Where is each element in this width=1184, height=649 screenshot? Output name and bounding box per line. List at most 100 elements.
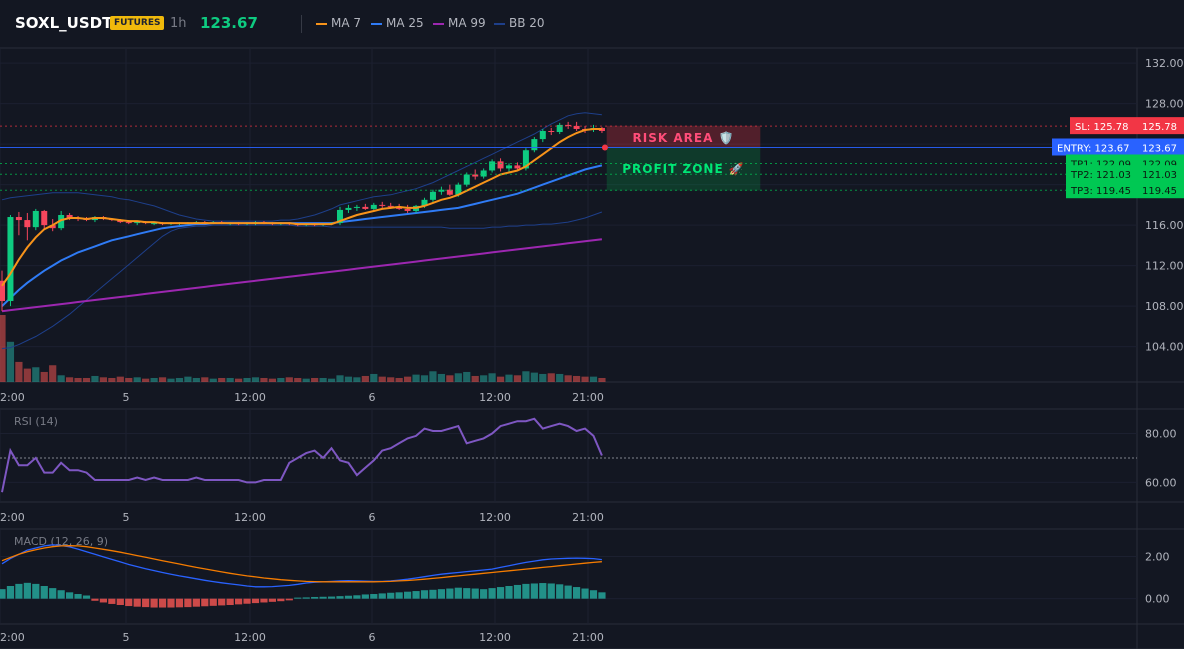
volume-bar bbox=[268, 378, 276, 382]
sl-price-text: 125.78 bbox=[1142, 122, 1177, 133]
entry-tag-text: ENTRY: 123.67 bbox=[1057, 143, 1130, 154]
macd-hist-bar bbox=[268, 598, 276, 602]
futures-badge: FUTURES bbox=[110, 16, 165, 30]
volume-bar bbox=[564, 375, 572, 382]
legend-bb20[interactable]: BB 20 bbox=[494, 16, 545, 30]
volume-bar bbox=[201, 377, 209, 382]
volume-bar bbox=[446, 375, 454, 382]
candle-body bbox=[573, 125, 580, 129]
tp3-price-box bbox=[1138, 181, 1184, 199]
volume-bar bbox=[150, 377, 158, 382]
macd-hist-bar bbox=[226, 598, 234, 605]
macd-hist-bar bbox=[404, 591, 412, 599]
macd-hist-bar bbox=[564, 585, 572, 599]
macd-hist-bar bbox=[57, 590, 65, 599]
volume-bar bbox=[581, 376, 589, 382]
candle-body bbox=[463, 174, 470, 185]
volume-bars bbox=[0, 315, 606, 382]
candle-body bbox=[556, 124, 563, 133]
x-tick-label: 5 bbox=[123, 631, 130, 644]
volume-bar bbox=[66, 377, 74, 382]
candle-body bbox=[497, 161, 504, 169]
macd-hist-bar bbox=[243, 598, 251, 604]
volume-bar bbox=[209, 378, 217, 382]
x-tick-label: 5 bbox=[123, 391, 130, 404]
macd-hist-bar bbox=[6, 586, 15, 599]
price-tick-label: 128.00 bbox=[1145, 98, 1184, 111]
ma99-line bbox=[1, 238, 603, 313]
volume-bar bbox=[522, 371, 530, 382]
x-tick-label: 12:00 bbox=[479, 391, 511, 404]
legend-ma99[interactable]: MA 99 bbox=[433, 16, 486, 30]
volume-bar bbox=[344, 376, 353, 382]
macd-hist-bar bbox=[251, 598, 260, 604]
risk-area-label: RISK AREA 🛡️ bbox=[633, 131, 735, 145]
macd-hist-bar bbox=[167, 598, 175, 608]
legend-ma25[interactable]: MA 25 bbox=[371, 16, 424, 30]
macd-hist-bar bbox=[353, 595, 361, 599]
macd-hist-bar bbox=[598, 592, 606, 599]
volume-bar bbox=[496, 376, 505, 382]
volume-bar bbox=[463, 371, 471, 382]
candle-body bbox=[396, 206, 403, 209]
volume-bar bbox=[91, 375, 99, 382]
chart-header: SOXL_USDT FUTURES 1h 123.67 MA 7 MA 25 M… bbox=[0, 0, 1184, 48]
volume-bar bbox=[589, 376, 598, 382]
candles bbox=[0, 121, 605, 312]
candle-body bbox=[548, 130, 555, 133]
volume-bar bbox=[82, 377, 91, 382]
symbol-name[interactable]: SOXL_USDT bbox=[15, 14, 113, 32]
tp3-level-tag: TP3: 119.45 119.45 bbox=[1066, 181, 1184, 199]
candle-body bbox=[565, 124, 572, 126]
rsi-tick-label: 80.00 bbox=[1145, 427, 1177, 440]
volume-bar bbox=[49, 365, 57, 382]
macd-hist-bar bbox=[522, 583, 530, 599]
volume-bar bbox=[57, 375, 65, 382]
candle-body bbox=[514, 165, 521, 169]
candle-body bbox=[41, 210, 48, 226]
legend-label-ma7: MA 7 bbox=[331, 16, 362, 30]
legend-swatch-ma7 bbox=[316, 22, 327, 25]
volume-bar bbox=[125, 377, 133, 382]
candle-body bbox=[522, 150, 529, 169]
signal-line bbox=[1, 545, 602, 583]
legend-label-bb20: BB 20 bbox=[509, 16, 545, 30]
volume-bar bbox=[285, 377, 293, 382]
legend-label-ma25: MA 25 bbox=[386, 16, 424, 30]
x-tick-label: 21:00 bbox=[572, 391, 604, 404]
volume-bar bbox=[311, 377, 319, 382]
candle-body bbox=[353, 206, 360, 208]
legend-swatch-ma25 bbox=[371, 22, 382, 25]
macd-hist-bar bbox=[547, 583, 555, 599]
timeframe-label[interactable]: 1h bbox=[170, 16, 187, 31]
volume-bar bbox=[32, 367, 40, 382]
entry-tag-box bbox=[1052, 138, 1138, 156]
volume-bar bbox=[6, 341, 15, 382]
legend-ma7[interactable]: MA 7 bbox=[316, 16, 361, 30]
macd-tick-label: 2.00 bbox=[1145, 550, 1170, 563]
volume-bar bbox=[404, 376, 412, 382]
x-tick-label: 2:00 bbox=[0, 511, 25, 524]
candle-body bbox=[49, 225, 56, 229]
macd-hist-bar bbox=[344, 595, 353, 599]
macd-hist-bar bbox=[454, 587, 462, 599]
candle-body bbox=[58, 215, 65, 229]
candle-body bbox=[404, 208, 411, 211]
macd-hist-bar bbox=[108, 598, 116, 604]
macd-hist-bar bbox=[556, 584, 564, 599]
macd-hist-bar bbox=[260, 598, 268, 603]
macd-hist-bar bbox=[471, 588, 479, 599]
volume-bar bbox=[167, 378, 175, 382]
x-tick-label: 6 bbox=[369, 511, 376, 524]
volume-bar bbox=[598, 377, 606, 382]
volume-bar bbox=[530, 372, 538, 382]
rsi-title: RSI (14) bbox=[14, 415, 58, 428]
bb-upper-line bbox=[1, 112, 602, 222]
macd-hist-bar bbox=[294, 597, 302, 599]
bb-lower-line bbox=[1, 211, 603, 350]
volume-bar bbox=[480, 375, 488, 382]
macd-hist-bar bbox=[74, 594, 82, 599]
candle-body bbox=[489, 161, 496, 171]
tp2-level-tag: TP2: 121.03 121.03 bbox=[1066, 165, 1184, 183]
